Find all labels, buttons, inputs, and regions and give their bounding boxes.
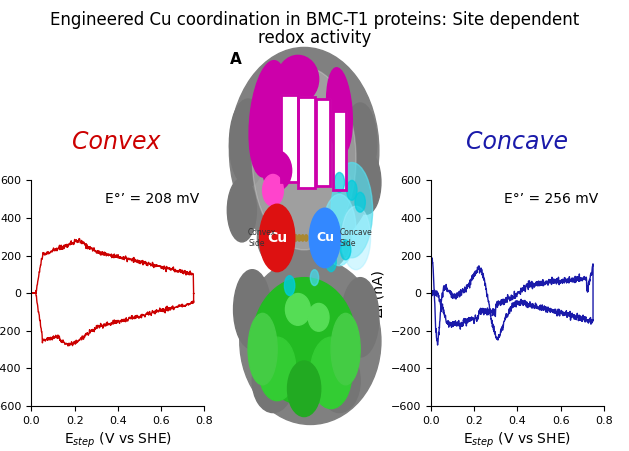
Text: Cu: Cu bbox=[316, 231, 334, 244]
Ellipse shape bbox=[310, 337, 352, 409]
Ellipse shape bbox=[319, 349, 360, 413]
Ellipse shape bbox=[230, 47, 379, 254]
Circle shape bbox=[334, 172, 345, 192]
Text: Concave
Side: Concave Side bbox=[340, 228, 372, 248]
Circle shape bbox=[347, 180, 357, 200]
Polygon shape bbox=[316, 99, 330, 186]
Ellipse shape bbox=[252, 67, 356, 250]
Ellipse shape bbox=[233, 270, 271, 349]
Ellipse shape bbox=[331, 313, 360, 385]
Text: E°’ = 256 mV: E°’ = 256 mV bbox=[504, 192, 599, 206]
Ellipse shape bbox=[252, 278, 356, 405]
Ellipse shape bbox=[259, 337, 296, 400]
Circle shape bbox=[326, 252, 337, 272]
Text: Convex
Side: Convex Side bbox=[248, 228, 276, 248]
Circle shape bbox=[301, 235, 304, 241]
Ellipse shape bbox=[227, 179, 257, 242]
Ellipse shape bbox=[286, 294, 310, 325]
Ellipse shape bbox=[263, 151, 292, 190]
Polygon shape bbox=[281, 95, 298, 182]
Ellipse shape bbox=[323, 194, 356, 266]
Ellipse shape bbox=[248, 313, 277, 385]
Ellipse shape bbox=[277, 55, 319, 103]
Ellipse shape bbox=[331, 162, 372, 258]
Text: Engineered Cu coordination in BMC-T1 proteins: Site dependent: Engineered Cu coordination in BMC-T1 pro… bbox=[50, 11, 579, 29]
Ellipse shape bbox=[257, 198, 351, 278]
Ellipse shape bbox=[308, 304, 329, 331]
Text: Convex: Convex bbox=[72, 130, 160, 154]
Ellipse shape bbox=[287, 361, 321, 417]
Polygon shape bbox=[298, 97, 314, 189]
Ellipse shape bbox=[352, 151, 381, 214]
Circle shape bbox=[355, 192, 365, 212]
Circle shape bbox=[340, 240, 351, 260]
Ellipse shape bbox=[249, 60, 289, 177]
X-axis label: E$_{step}$ (V vs SHE): E$_{step}$ (V vs SHE) bbox=[64, 431, 172, 451]
Polygon shape bbox=[333, 111, 346, 190]
Ellipse shape bbox=[342, 206, 370, 270]
Circle shape bbox=[294, 235, 298, 241]
Text: redox activity: redox activity bbox=[258, 29, 371, 47]
Text: A: A bbox=[230, 52, 242, 67]
Circle shape bbox=[260, 204, 295, 272]
Ellipse shape bbox=[240, 258, 381, 424]
Circle shape bbox=[298, 235, 301, 241]
Ellipse shape bbox=[342, 278, 379, 357]
Text: Cu: Cu bbox=[267, 231, 287, 245]
Y-axis label: Δi (nA): Δi (nA) bbox=[371, 270, 385, 317]
Text: E°’ = 208 mV: E°’ = 208 mV bbox=[105, 192, 199, 206]
Ellipse shape bbox=[326, 68, 352, 154]
Ellipse shape bbox=[252, 349, 294, 413]
Circle shape bbox=[304, 235, 308, 241]
Text: Concave: Concave bbox=[466, 130, 568, 154]
Circle shape bbox=[284, 276, 295, 295]
X-axis label: E$_{step}$ (V vs SHE): E$_{step}$ (V vs SHE) bbox=[464, 431, 571, 451]
Circle shape bbox=[309, 208, 340, 268]
Ellipse shape bbox=[230, 99, 267, 186]
Ellipse shape bbox=[343, 103, 377, 182]
Circle shape bbox=[310, 270, 319, 285]
Ellipse shape bbox=[263, 175, 284, 206]
